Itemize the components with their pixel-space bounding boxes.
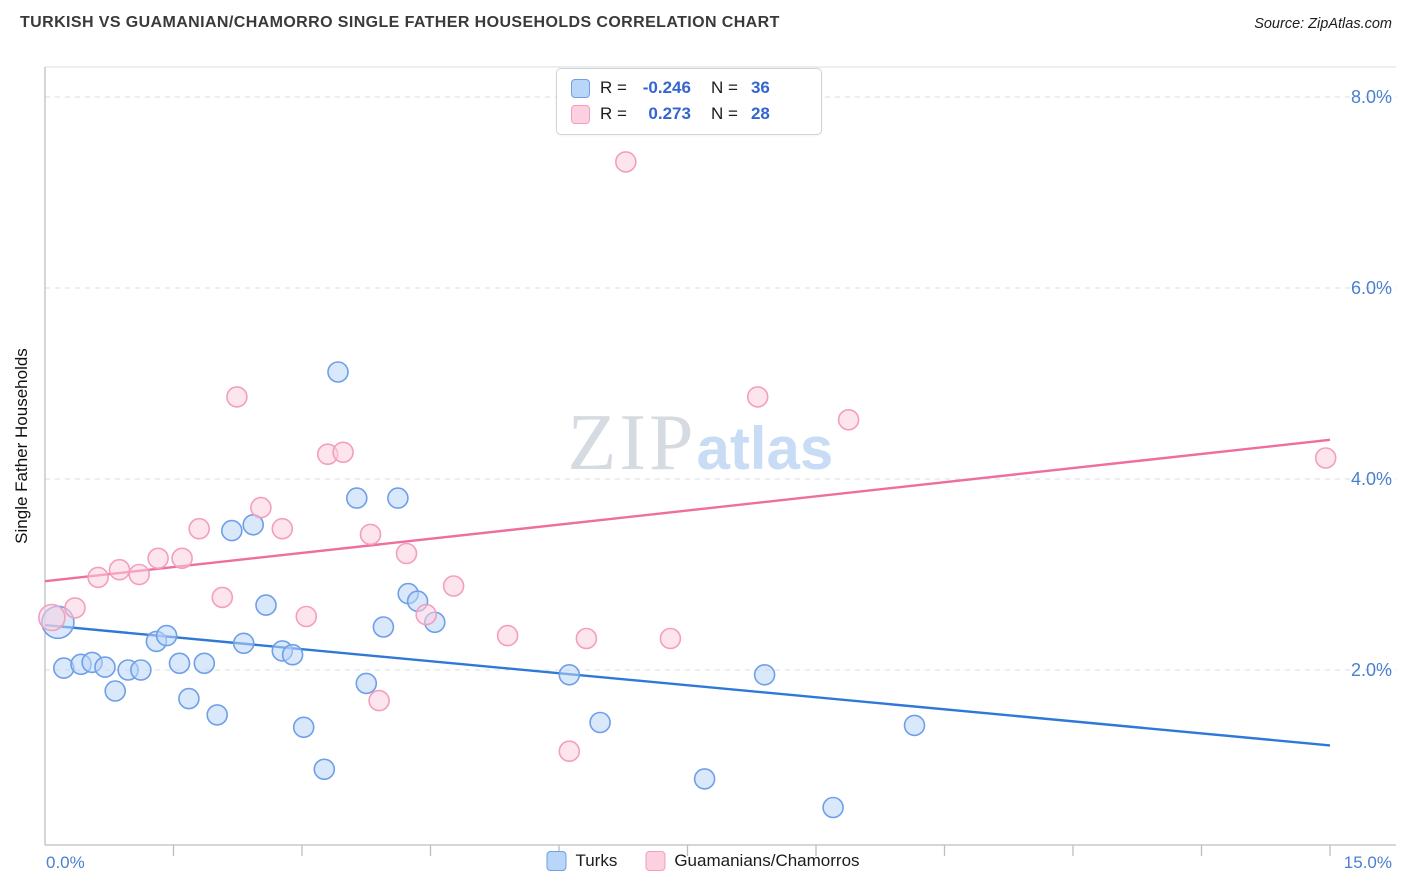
guamanians-point: [558, 740, 581, 763]
turks-point: [558, 663, 581, 686]
guamanians-point: [211, 586, 234, 609]
turks-point: [372, 616, 395, 638]
legend-row-guamanians: R = 0.273 N = 28: [571, 104, 807, 124]
turks-point: [355, 672, 378, 695]
turks-point: [168, 652, 191, 675]
x-axis-max-label: 15.0%: [1343, 853, 1392, 872]
turks-trend-line: [44, 623, 1331, 747]
guamanians-point: [108, 558, 131, 581]
correlation-legend: R = -0.246 N = 36 R = 0.273 N = 28: [556, 68, 822, 135]
guamanians-point: [359, 523, 382, 546]
legend-label-turks: Turks: [575, 851, 618, 870]
turks-swatch: [546, 851, 567, 871]
guamanians-swatch: [571, 104, 590, 124]
turks-point: [313, 758, 336, 781]
guamanians-point: [496, 624, 519, 647]
y-tick-label: 2.0%: [1350, 660, 1392, 680]
guamanians-point: [188, 517, 210, 540]
x-axis-min-label: 0.0%: [46, 853, 85, 872]
turks-point: [178, 687, 200, 710]
turks-point: [221, 519, 243, 542]
guamanians-point: [295, 605, 318, 628]
turks-swatch: [571, 78, 590, 98]
turks-point: [589, 711, 611, 734]
r-label: R =: [600, 104, 627, 123]
turks-point: [281, 643, 304, 666]
r-value-guamanians: 0.273: [648, 104, 691, 123]
turks-point: [255, 594, 277, 616]
turks-point: [155, 624, 178, 647]
legend-item-turks: Turks: [546, 851, 617, 871]
guamanians-point: [415, 603, 438, 626]
turks-point: [206, 704, 228, 726]
guamanians-point: [368, 689, 390, 712]
legend-item-guamanians: Guamanians/Chamorros: [645, 851, 860, 871]
guamanians-point: [614, 151, 637, 173]
guamanians-trend-line: [44, 438, 1331, 583]
series-legend: Turks Guamanians/Chamorros: [546, 851, 860, 871]
guamanians-point: [226, 386, 248, 408]
guamanians-point: [87, 566, 109, 589]
r-value-turks: -0.246: [642, 78, 691, 97]
turks-point: [104, 680, 126, 702]
turks-point: [232, 632, 255, 655]
turks-point: [753, 663, 776, 686]
guamanians-point: [1314, 447, 1337, 469]
y-tick-label: 6.0%: [1350, 278, 1392, 298]
guamanians-point: [64, 597, 86, 619]
page-title: TURKISH VS GUAMANIAN/CHAMORRO SINGLE FAT…: [20, 14, 780, 31]
turks-point: [693, 768, 716, 790]
n-label: N =: [710, 78, 738, 97]
guamanians-point: [659, 627, 682, 650]
y-tick-label: 4.0%: [1350, 469, 1392, 489]
guamanians-point: [746, 386, 769, 408]
n-value-turks: 36: [750, 78, 770, 97]
source-link[interactable]: Source: ZipAtlas.com: [1254, 16, 1392, 32]
legend-row-turks: R = -0.246 N = 36: [571, 78, 807, 98]
guamanians-point: [575, 627, 598, 650]
turks-point: [130, 659, 152, 681]
turks-point: [193, 652, 216, 675]
turks-point: [345, 487, 368, 509]
guamanians-point: [171, 547, 193, 570]
turks-point: [387, 487, 409, 509]
turks-point: [822, 796, 844, 819]
guamanians-point: [271, 517, 294, 540]
legend-label-guamanians: Guamanians/Chamorros: [674, 851, 860, 870]
guamanians-point: [837, 408, 860, 431]
r-label: R =: [600, 78, 627, 97]
y-axis-title: Single Father Households: [12, 348, 31, 544]
guamanians-point: [395, 542, 418, 565]
guamanians-point: [250, 496, 272, 519]
guamanians-swatch: [645, 851, 666, 871]
turks-point: [94, 656, 116, 678]
guamanians-point: [442, 575, 465, 597]
guamanians-point: [128, 563, 150, 586]
guamanians-point: [38, 603, 66, 632]
guamanians-point: [332, 441, 354, 464]
n-label: N =: [710, 104, 738, 123]
y-tick-label: 8.0%: [1350, 87, 1392, 107]
turks-point: [327, 361, 349, 383]
turks-point: [292, 716, 315, 739]
n-value-guamanians: 28: [750, 104, 770, 123]
turks-point: [903, 714, 926, 737]
guamanians-point: [147, 547, 169, 570]
